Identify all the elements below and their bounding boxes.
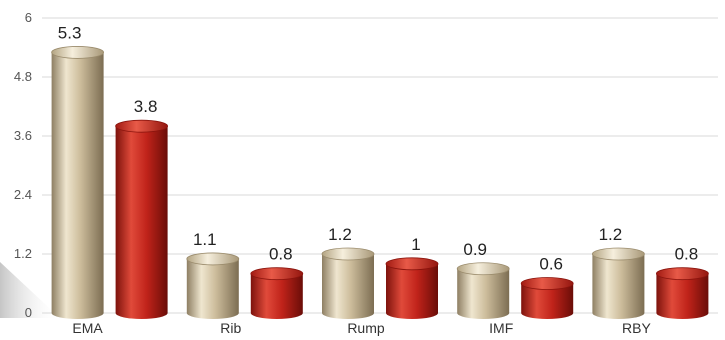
data-label: 5.3 [58, 23, 82, 42]
bar-rib-series-1 [186, 252, 240, 319]
x-category-label: RBY [622, 320, 651, 336]
bar-rby-series-2 [656, 267, 709, 319]
bar-imf-series-2 [520, 277, 574, 319]
floor-shadow [0, 262, 60, 318]
bars [51, 46, 709, 320]
bar-ema-series-1 [51, 46, 104, 320]
bar-imf-series-1 [456, 262, 510, 319]
y-tick-label: 1.2 [14, 246, 32, 261]
y-tick-label: 3.6 [14, 128, 32, 143]
bar-rib-series-2 [250, 267, 304, 319]
data-label: 1.2 [328, 225, 352, 244]
data-label: 0.8 [675, 245, 699, 264]
data-label: 0.9 [463, 240, 487, 259]
data-labels: 5.3 3.8 1.1 0.8 1.2 1 0.9 0.6 1.2 0.8 [58, 23, 698, 273]
data-label: 3.8 [134, 97, 158, 116]
y-tick-label: 0 [25, 305, 32, 320]
data-label: 1.2 [599, 225, 623, 244]
y-tick-label: 2.4 [14, 187, 32, 202]
data-label: 1.1 [193, 230, 217, 249]
data-label: 0.6 [539, 255, 563, 274]
x-axis: EMA Rib Rump IMF RBY [72, 320, 651, 336]
data-label: 0.8 [269, 245, 293, 264]
bar-ema-series-2 [115, 119, 169, 320]
y-axis: 0 1.2 2.4 3.6 4.8 6 [14, 10, 32, 320]
bar-rump-series-2 [385, 257, 439, 319]
x-category-label: IMF [489, 320, 513, 336]
x-category-label: Rib [220, 320, 241, 336]
x-category-label: EMA [72, 320, 103, 336]
bar-rby-series-1 [592, 247, 645, 319]
y-tick-label: 4.8 [14, 69, 32, 84]
bar-rump-series-1 [321, 247, 375, 319]
y-tick-label: 6 [25, 10, 32, 25]
x-category-label: Rump [347, 320, 385, 336]
data-label: 1 [411, 235, 420, 254]
